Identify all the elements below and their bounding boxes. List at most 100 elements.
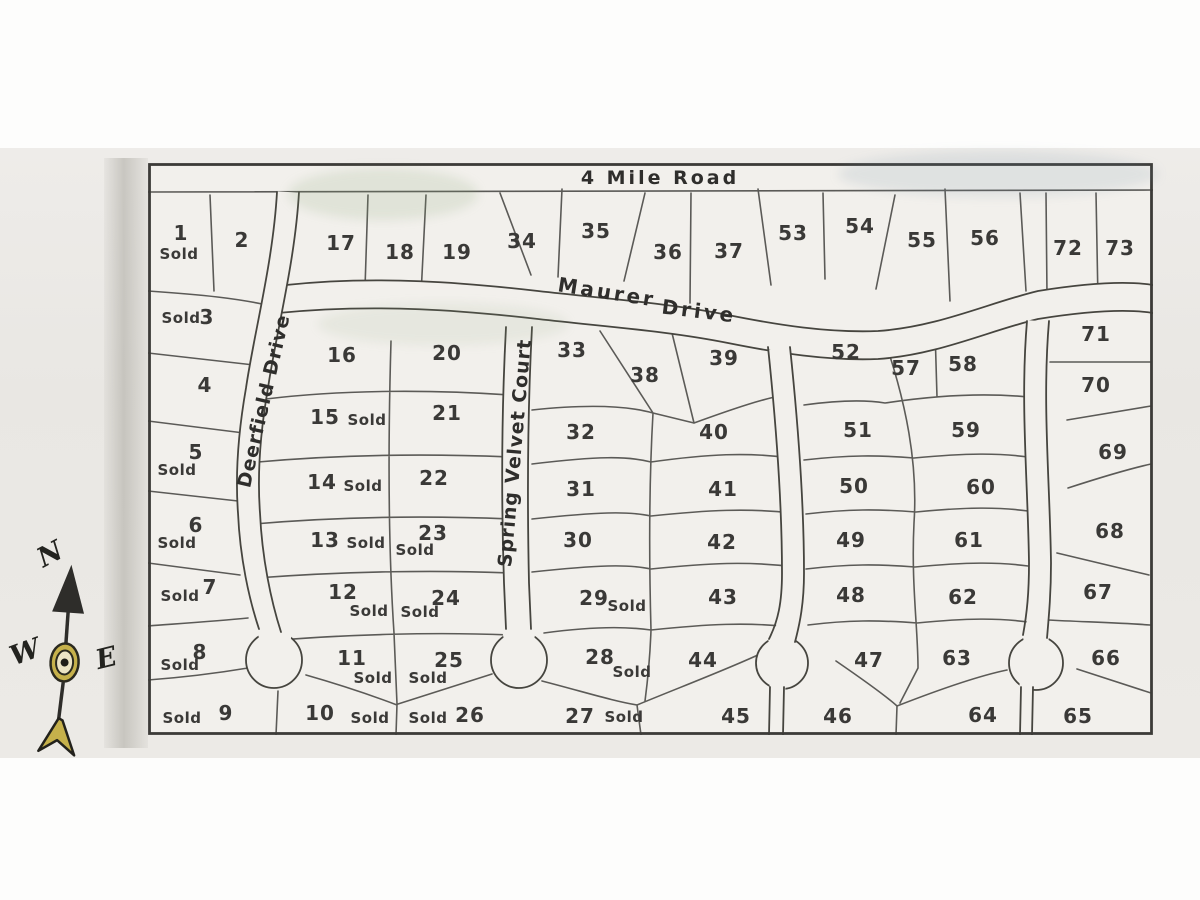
lot-number-46: 46 — [823, 704, 853, 728]
lot-sold-label-13: Sold — [346, 534, 386, 552]
lot-sold-label-10: Sold — [350, 709, 390, 727]
lot-number-27: 27 — [565, 704, 595, 728]
lot-number-13: 13 — [310, 528, 340, 552]
lot-number-42: 42 — [707, 530, 737, 554]
lot-number-48: 48 — [836, 583, 866, 607]
lot-number-70: 70 — [1081, 373, 1111, 397]
lot-sold-label-26: Sold — [408, 709, 448, 727]
lot-number-6: 6 — [188, 513, 204, 537]
lot-number-25: 25 — [434, 648, 464, 672]
lot-sold-label-11: Sold — [353, 669, 393, 687]
lot-number-31: 31 — [566, 477, 596, 501]
lot-number-17: 17 — [326, 231, 356, 255]
lot-number-35: 35 — [581, 219, 611, 243]
plat-labels: 4 Mile Road Maurer Drive Deerfield Drive… — [148, 163, 1153, 735]
lot-number-55: 55 — [907, 228, 937, 252]
lot-number-59: 59 — [951, 418, 981, 442]
lot-number-34: 34 — [507, 229, 537, 253]
street-label-maurer-drive: Drive — [660, 294, 738, 328]
street-label-maurer: Maurer — [556, 272, 658, 312]
lot-sold-label-12: Sold — [349, 602, 389, 620]
lot-sold-label-7: Sold — [160, 587, 200, 605]
lot-number-21: 21 — [432, 401, 462, 425]
lot-number-64: 64 — [968, 703, 998, 727]
lot-number-2: 2 — [234, 228, 250, 252]
lot-sold-label-8: Sold — [160, 656, 200, 674]
lot-number-23: 23 — [418, 521, 448, 545]
lot-number-7: 7 — [202, 575, 218, 599]
lot-number-67: 67 — [1083, 580, 1113, 604]
lot-number-19: 19 — [442, 240, 472, 264]
lot-sold-label-1: Sold — [159, 245, 199, 263]
lot-sold-label-28: Sold — [612, 663, 652, 681]
lot-number-4: 4 — [197, 373, 213, 397]
lot-number-57: 57 — [891, 356, 921, 380]
lot-number-28: 28 — [585, 645, 615, 669]
lot-number-8: 8 — [192, 640, 208, 664]
lot-number-24: 24 — [431, 586, 461, 610]
lot-number-39: 39 — [709, 346, 739, 370]
lot-number-51: 51 — [843, 418, 873, 442]
lot-number-9: 9 — [218, 701, 234, 725]
lot-sold-label-23: Sold — [395, 541, 435, 559]
lot-sold-label-25: Sold — [408, 669, 448, 687]
lot-number-41: 41 — [708, 477, 738, 501]
lot-sold-label-27: Sold — [604, 708, 644, 726]
lot-number-65: 65 — [1063, 704, 1093, 728]
lot-number-40: 40 — [699, 420, 729, 444]
lot-number-14: 14 — [307, 470, 337, 494]
plat-linework — [148, 163, 1153, 735]
lot-number-15: 15 — [310, 405, 340, 429]
lot-number-43: 43 — [708, 585, 738, 609]
lot-sold-label-24: Sold — [400, 603, 440, 621]
lot-number-58: 58 — [948, 352, 978, 376]
lot-number-54: 54 — [845, 214, 875, 238]
lot-number-60: 60 — [966, 475, 996, 499]
lot-number-53: 53 — [778, 221, 808, 245]
lot-sold-label-3: Sold — [161, 309, 201, 327]
lot-number-12: 12 — [328, 580, 358, 604]
lot-number-73: 73 — [1105, 236, 1135, 260]
lot-number-45: 45 — [721, 704, 751, 728]
street-label-deerfield-drive: Deerfield Drive — [233, 312, 295, 490]
lot-number-36: 36 — [653, 240, 683, 264]
lot-number-30: 30 — [563, 528, 593, 552]
street-label-spring-velvet-court: Spring Velvet Court — [494, 338, 536, 568]
lot-number-68: 68 — [1095, 519, 1125, 543]
compass-rose: N W E — [6, 525, 138, 760]
lot-sold-label-6: Sold — [157, 534, 197, 552]
lot-number-47: 47 — [854, 648, 884, 672]
lot-sold-label-5: Sold — [157, 461, 197, 479]
lot-sold-label-14: Sold — [343, 477, 383, 495]
lot-sold-label-29: Sold — [607, 597, 647, 615]
lot-sold-label-15: Sold — [347, 411, 387, 429]
street-label-4-mile-road: 4 Mile Road — [580, 167, 740, 189]
lot-sold-label-9: Sold — [162, 709, 202, 727]
lot-number-49: 49 — [836, 528, 866, 552]
lot-number-37: 37 — [714, 239, 744, 263]
lot-number-5: 5 — [188, 440, 204, 464]
compass-arrow-icon — [37, 564, 85, 757]
lot-number-20: 20 — [432, 341, 462, 365]
lot-number-33: 33 — [557, 338, 587, 362]
lot-number-61: 61 — [954, 528, 984, 552]
lot-number-62: 62 — [948, 585, 978, 609]
lot-number-18: 18 — [385, 240, 415, 264]
lot-number-11: 11 — [337, 646, 367, 670]
plat-map: 4 Mile Road Maurer Drive Deerfield Drive… — [148, 151, 1158, 735]
lot-number-16: 16 — [327, 343, 357, 367]
lot-number-1: 1 — [173, 221, 189, 245]
lot-number-63: 63 — [942, 646, 972, 670]
lot-number-44: 44 — [688, 648, 718, 672]
lot-number-10: 10 — [305, 701, 335, 725]
lot-number-29: 29 — [579, 586, 609, 610]
scan-left-margin — [104, 158, 148, 748]
lot-number-3: 3 — [199, 305, 215, 329]
lot-number-50: 50 — [839, 474, 869, 498]
lot-number-71: 71 — [1081, 322, 1111, 346]
lot-number-69: 69 — [1098, 440, 1128, 464]
lot-number-22: 22 — [419, 466, 449, 490]
lot-number-38: 38 — [630, 363, 660, 387]
lot-number-72: 72 — [1053, 236, 1083, 260]
lot-number-52: 52 — [831, 340, 861, 364]
